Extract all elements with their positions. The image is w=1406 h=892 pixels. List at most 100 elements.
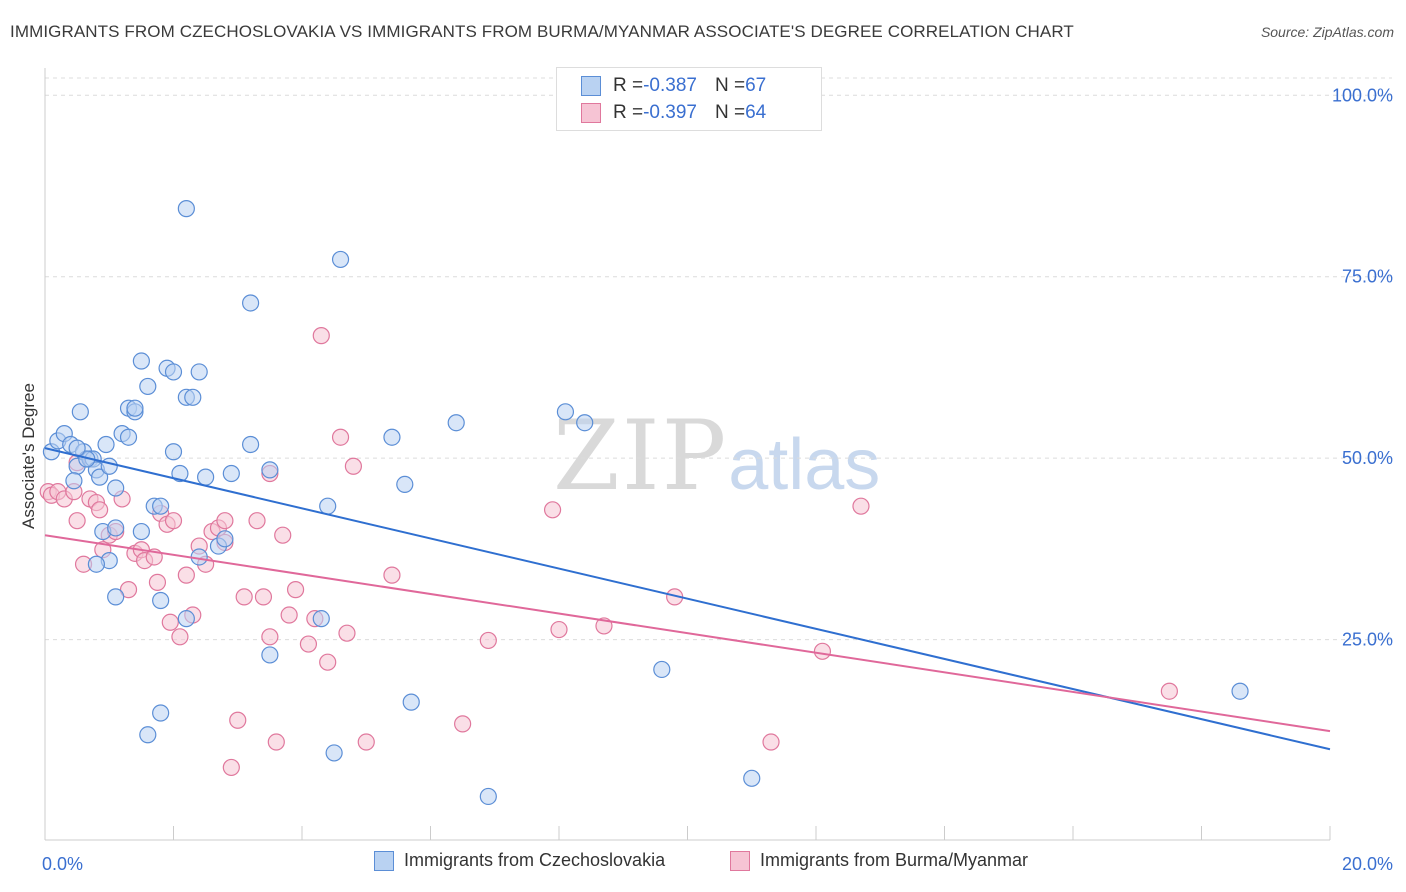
data-point (743, 769, 761, 787)
data-point (152, 704, 170, 722)
data-point (242, 294, 260, 312)
data-point (91, 468, 109, 486)
series-swatch-blue (581, 76, 601, 96)
data-point (280, 606, 298, 624)
source-credit: Source: ZipAtlas.com (1260, 24, 1394, 40)
data-point (161, 613, 179, 631)
data-point (312, 610, 330, 628)
data-point (152, 497, 170, 515)
data-point (286, 581, 305, 599)
data-point (152, 591, 170, 610)
data-point (164, 512, 183, 530)
data-point (164, 363, 183, 381)
x-tick-label: 20.0% (1342, 854, 1393, 874)
stats-row-czechoslovakia: R = -0.387 N = 67 (581, 75, 766, 97)
data-point (107, 479, 125, 497)
data-points (39, 200, 1249, 806)
data-point (248, 512, 266, 530)
y-tick-label: 75.0% (1342, 267, 1393, 287)
data-point (100, 457, 118, 475)
data-point (139, 726, 157, 744)
legend-label: Immigrants from Burma/Myanmar (760, 850, 1029, 870)
data-point (447, 414, 465, 432)
data-point (267, 733, 285, 751)
correlation-stats-box: R = -0.387 N = 67 R = -0.397 N = 64 (556, 67, 822, 131)
legend: Immigrants from Czechoslovakia Immigrant… (0, 850, 1406, 880)
data-point (402, 693, 420, 711)
data-point (184, 388, 202, 406)
series-swatch-pink (581, 103, 601, 123)
y-tick-label: 25.0% (1342, 630, 1393, 650)
n-value: 64 (745, 102, 767, 123)
data-point (132, 352, 150, 370)
n-label: N = (714, 75, 746, 96)
data-point (197, 468, 215, 486)
data-point (216, 512, 234, 530)
data-point (261, 628, 279, 646)
n-label: N = (714, 102, 746, 123)
data-point (556, 403, 575, 421)
data-point (653, 660, 671, 679)
data-point (229, 711, 247, 729)
data-point (261, 646, 279, 664)
data-point (177, 200, 195, 218)
r-value: -0.387 (643, 75, 697, 96)
data-point (119, 581, 138, 599)
data-point (299, 635, 318, 653)
data-point (71, 403, 89, 421)
data-point (222, 758, 240, 777)
data-point (576, 414, 594, 432)
data-point (319, 497, 337, 515)
chart-title: IMMIGRANTS FROM CZECHOSLOVAKIA VS IMMIGR… (10, 22, 1074, 41)
data-point (97, 435, 115, 454)
trend-lines (44, 447, 1331, 751)
data-point (261, 461, 279, 479)
data-point (65, 472, 83, 490)
data-point (242, 435, 260, 454)
data-point (331, 250, 350, 269)
data-point (344, 457, 362, 475)
data-point (1160, 682, 1178, 700)
y-axis-title: Associate's Degree (19, 383, 38, 529)
data-point (762, 733, 780, 751)
data-point (454, 715, 472, 733)
stats-row-burma: R = -0.397 N = 64 (581, 102, 766, 124)
x-tick-label: 0.0% (42, 854, 83, 874)
data-point (132, 522, 150, 541)
data-point (119, 428, 138, 446)
n-value: 67 (745, 75, 767, 96)
data-point (543, 501, 562, 519)
y-tick-label: 100.0% (1332, 85, 1393, 105)
legend-item-czechoslovakia[interactable]: Immigrants from Czechoslovakia (374, 850, 665, 871)
data-point (68, 512, 86, 530)
data-point (126, 399, 144, 417)
grid-lines (45, 77, 1392, 641)
data-point (331, 428, 350, 446)
data-point (396, 475, 414, 493)
legend-item-burma[interactable]: Immigrants from Burma/Myanmar (730, 850, 1028, 871)
data-point (357, 733, 375, 751)
data-point (550, 620, 568, 639)
data-point (177, 610, 195, 628)
data-point (107, 519, 125, 537)
data-point (274, 526, 292, 544)
data-point (222, 464, 240, 483)
data-point (216, 530, 234, 548)
r-label: R = (613, 102, 644, 123)
data-point (383, 428, 401, 446)
data-point (190, 363, 208, 381)
data-point (171, 628, 189, 646)
data-point (325, 744, 343, 762)
data-point (164, 443, 183, 461)
r-label: R = (613, 75, 644, 96)
data-point (479, 631, 497, 650)
data-point (319, 653, 337, 671)
data-point (813, 642, 832, 660)
data-point (254, 588, 273, 606)
data-point (148, 573, 167, 591)
legend-swatch-blue (374, 850, 394, 871)
data-point (139, 377, 157, 396)
data-point (235, 588, 253, 606)
r-value: -0.397 (643, 102, 697, 123)
